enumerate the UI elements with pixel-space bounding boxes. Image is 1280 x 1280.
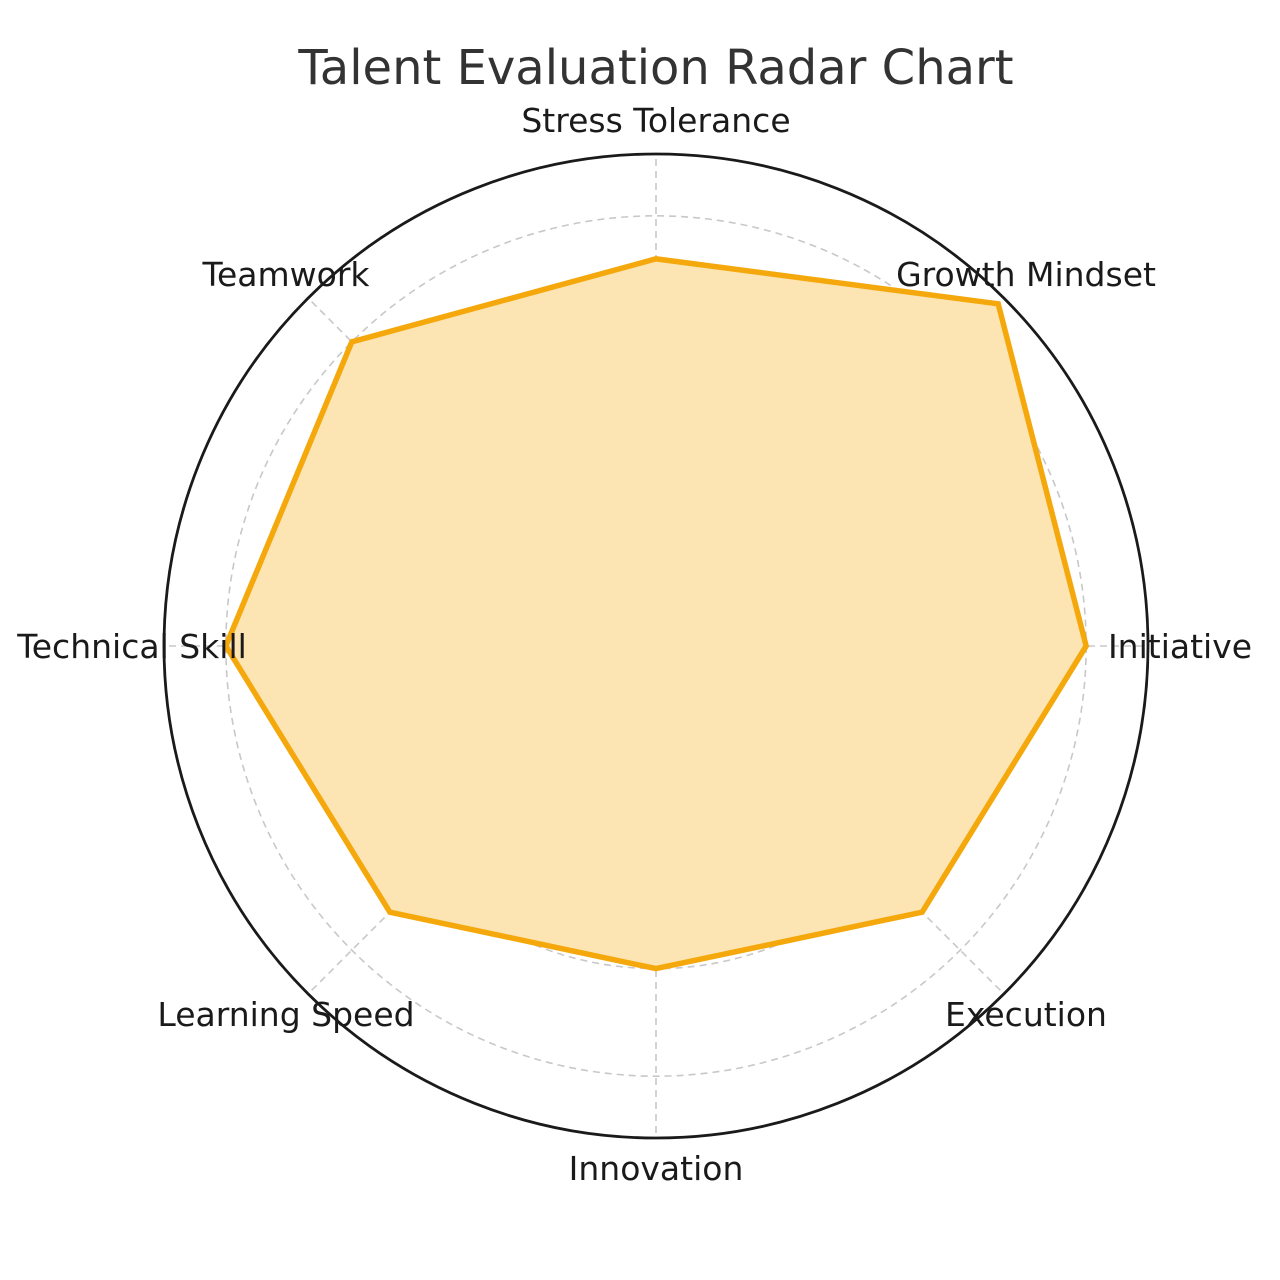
chart-title: Talent Evaluation Radar Chart (298, 40, 1014, 96)
axis-label-execution: Execution (945, 995, 1107, 1034)
axis-label-technical-skill: Technical Skill (16, 627, 247, 666)
axis-label-growth-mindset: Growth Mindset (896, 255, 1156, 294)
outer-frame (162, 152, 1150, 1140)
series-line-0 (222, 256, 1090, 972)
series-layer (222, 256, 1090, 972)
axis-label-teamwork: Teamwork (201, 255, 370, 294)
axis-label-innovation: Innovation (569, 1149, 744, 1188)
axis-label-stress-tolerance: Stress Tolerance (521, 101, 790, 140)
axis-label-initiative: Initiative (1108, 627, 1252, 666)
frame-layer (162, 152, 1150, 1140)
label-layer: Initiative Growth Mindset Stress Tolerance… (16, 101, 1252, 1188)
axis-label-learning-speed: Learning Speed (157, 995, 414, 1034)
series-area-0 (225, 258, 1087, 969)
